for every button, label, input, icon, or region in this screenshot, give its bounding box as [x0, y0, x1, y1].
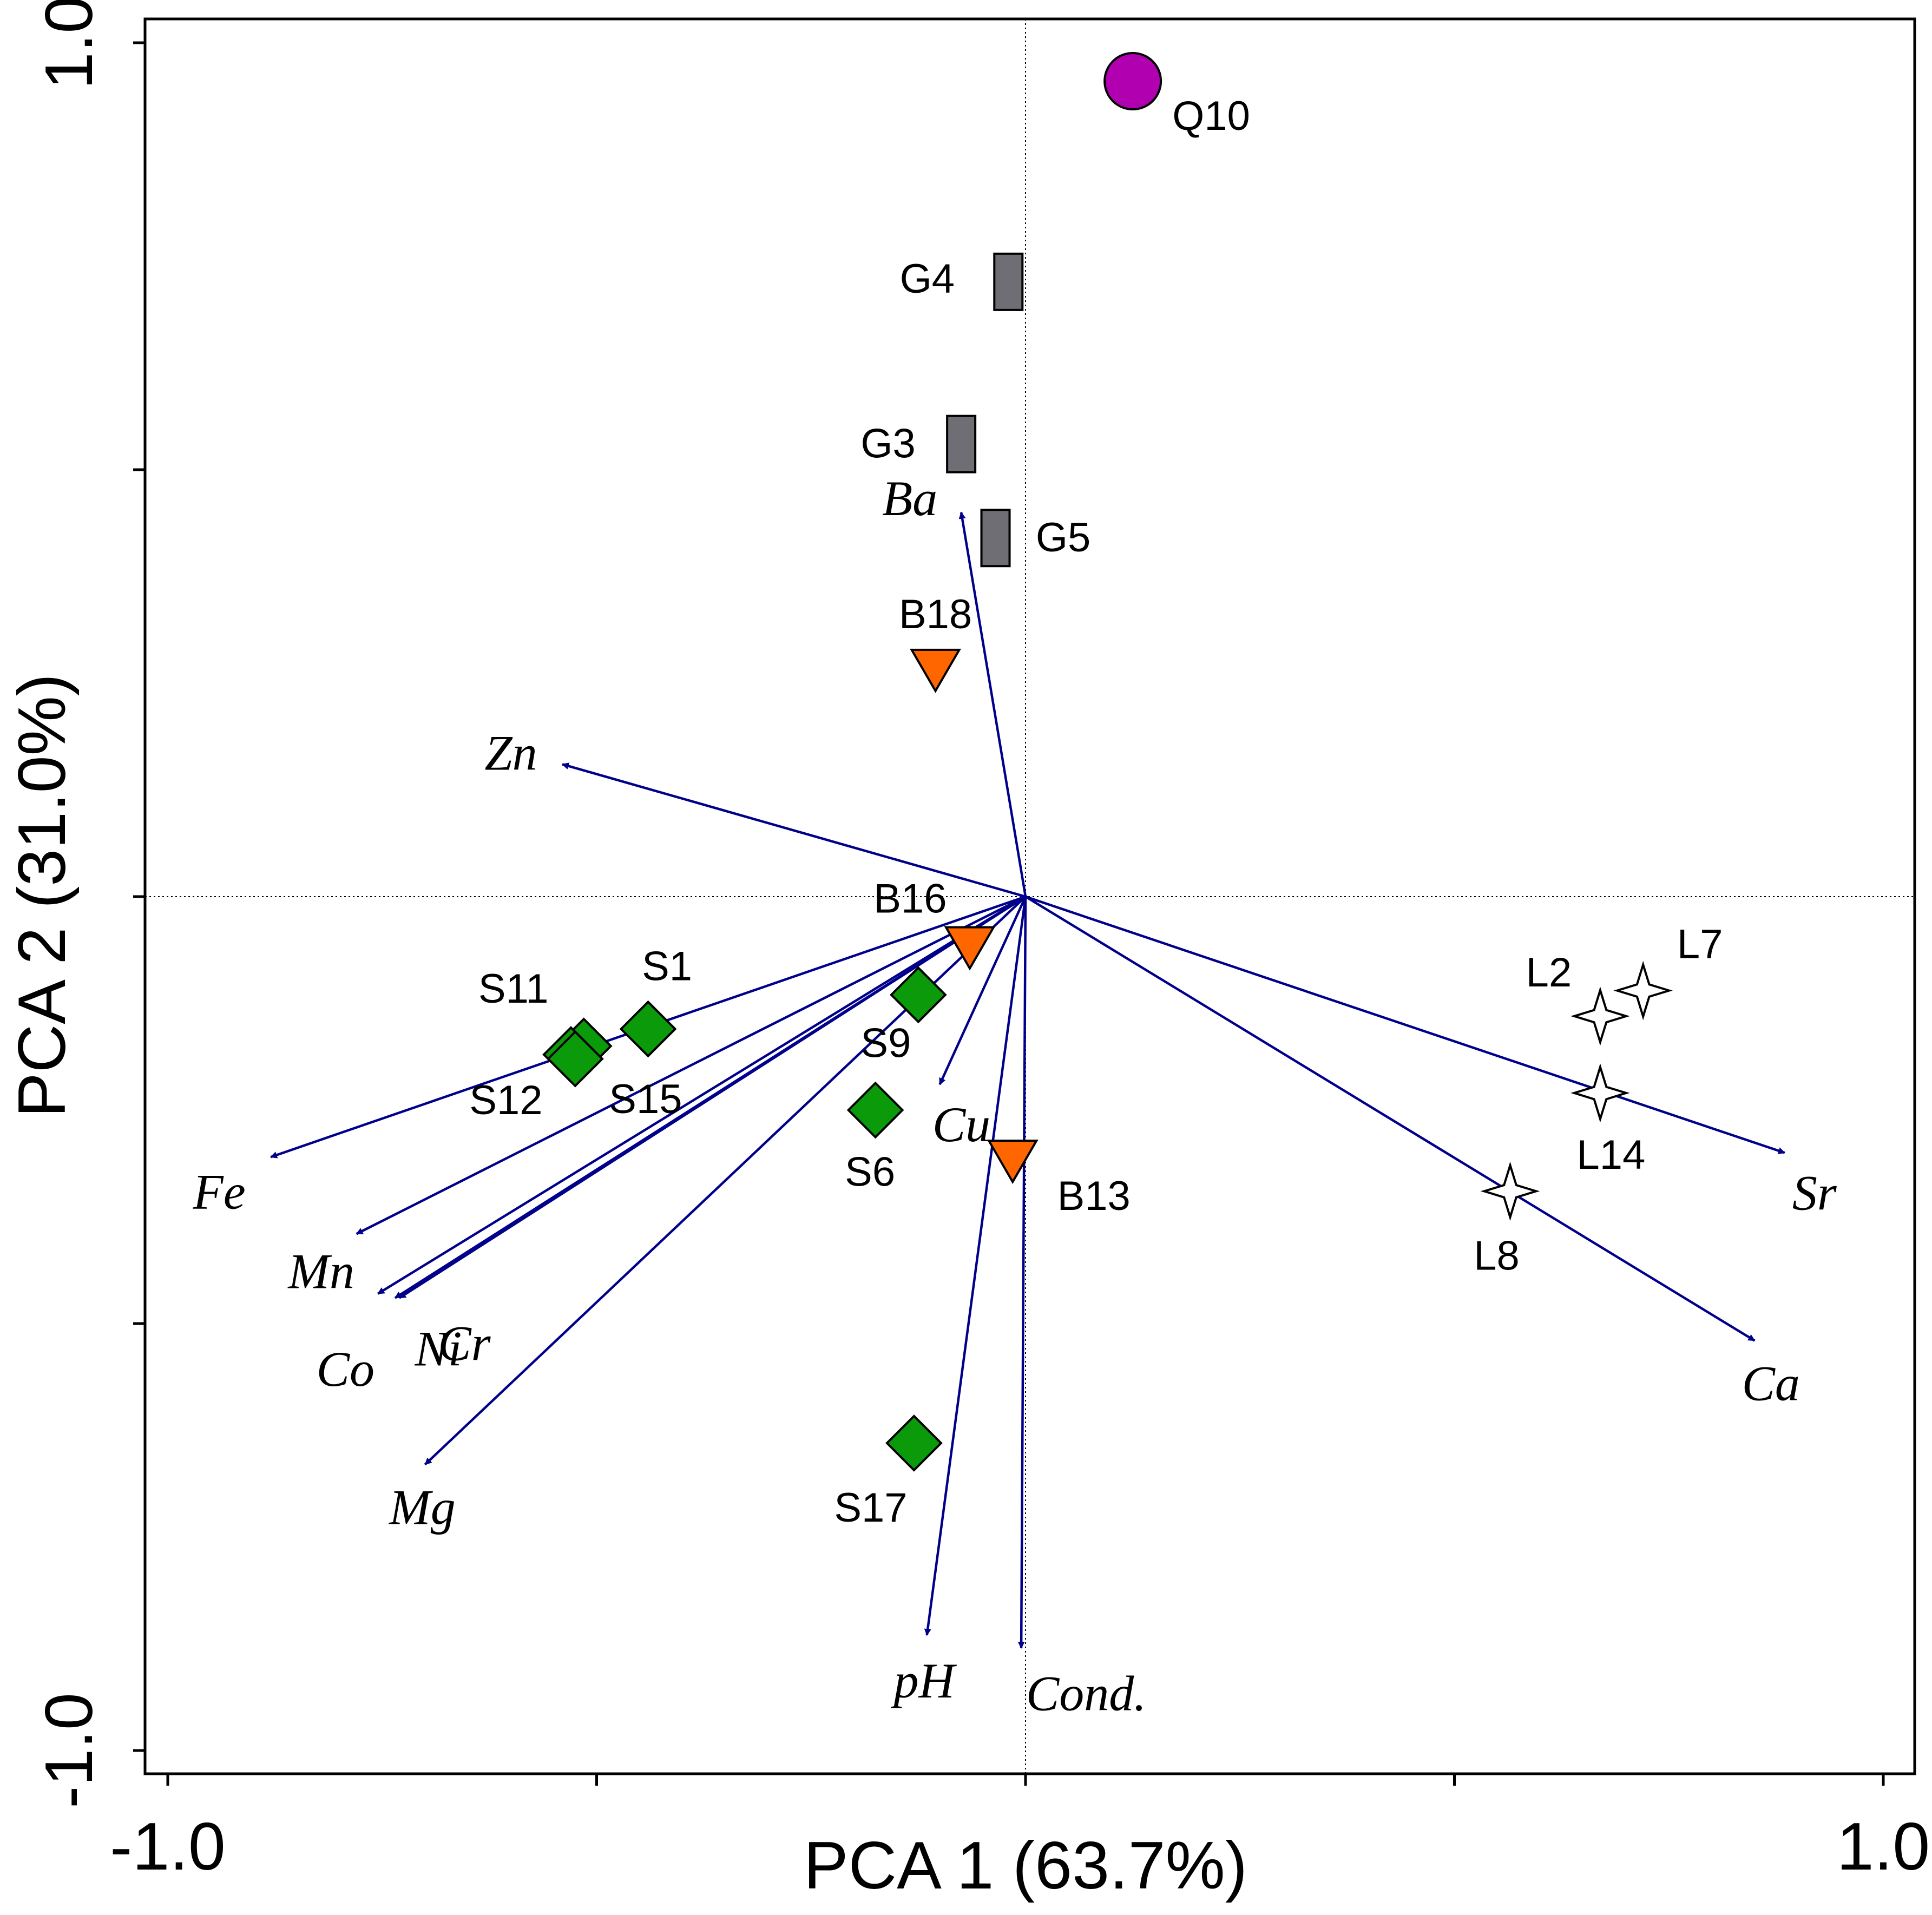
vector-label-cond: Cond. [1026, 1666, 1146, 1721]
vector-zn [561, 762, 1026, 898]
vector-sr [1025, 895, 1785, 1154]
point-s9 [890, 966, 947, 1024]
point-label-q10: Q10 [1172, 93, 1250, 139]
point-b18 [910, 648, 962, 693]
vector-label-mg: Mg [388, 1479, 456, 1535]
point-label-l2: L2 [1526, 950, 1572, 996]
x-tick-label: 1.0 [1837, 1809, 1930, 1884]
point-label-s17: S17 [834, 1485, 907, 1531]
point-label-s1: S1 [642, 944, 692, 990]
point-s17 [885, 1414, 943, 1472]
zero-reference-lines [145, 19, 1915, 1774]
point-q10 [1103, 52, 1162, 111]
vector-label-ca: Ca [1742, 1356, 1800, 1411]
vector-label-sr: Sr [1792, 1165, 1837, 1220]
point-label-s15: S15 [609, 1076, 682, 1122]
vector-label-mn: Mn [287, 1243, 354, 1299]
point-label-b16: B16 [873, 876, 947, 922]
vector-label-ba: Ba [882, 471, 937, 526]
vector-label-ni: Ni [415, 1321, 462, 1377]
point-b16 [944, 926, 996, 971]
vector-cu [938, 896, 1027, 1085]
point-s6 [846, 1081, 904, 1139]
point-l2 [1570, 986, 1630, 1046]
point-label-g4: G4 [900, 256, 955, 302]
vector-mn [356, 895, 1027, 1235]
x-axis-title: PCA 1 (63.7%) [804, 1828, 1247, 1903]
point-g3 [946, 414, 977, 473]
vector-label-cu: Cu [932, 1097, 990, 1152]
vector-ni [394, 896, 1027, 1299]
y-tick-label: 1.0 [32, 0, 107, 89]
point-label-b13: B13 [1057, 1173, 1131, 1219]
point-b13 [987, 1140, 1039, 1184]
vector-ph [924, 896, 1027, 1636]
vector-label-cr: Cr [438, 1316, 491, 1371]
point-label-s6: S6 [845, 1149, 895, 1195]
point-label-b18: B18 [899, 591, 972, 637]
vector-cond [1017, 896, 1027, 1649]
point-label-g5: G5 [1036, 515, 1090, 561]
y-axis-title: PCA 2 (31.0%) [5, 674, 80, 1117]
point-label-l7: L7 [1677, 922, 1723, 968]
vector-ca [1024, 896, 1756, 1342]
x-tick-label: -1.0 [110, 1809, 226, 1884]
point-l7 [1613, 960, 1673, 1021]
point-label-s9: S9 [860, 1020, 911, 1066]
point-label-s12: S12 [469, 1077, 542, 1123]
site-points: S1 S11 S12 S15 S9 S6 S17 B18 B16 B13 G4 G3 G5 Q10 L2 L7… [469, 52, 1723, 1531]
vector-label-co: Co [317, 1341, 374, 1397]
point-label-l14: L14 [1577, 1132, 1646, 1178]
point-g5 [980, 509, 1011, 568]
vector-label-zn: Zn [485, 725, 537, 780]
point-l8 [1480, 1161, 1540, 1221]
vector-co [377, 896, 1027, 1295]
point-label-s11: S11 [478, 966, 549, 1012]
vector-label-fe: Fe [193, 1164, 246, 1219]
point-label-g3: G3 [860, 421, 915, 467]
vector-label-ph: pH [890, 1653, 957, 1708]
vector-ba [958, 511, 1027, 897]
point-g4 [993, 252, 1024, 311]
y-tick-label: -1.0 [32, 1693, 107, 1808]
point-s1 [619, 1000, 677, 1058]
point-l14 [1570, 1063, 1630, 1123]
axis-ticks: -1.0 1.0 -1.0 1.0 [32, 0, 1930, 1884]
point-label-l8: L8 [1474, 1233, 1520, 1279]
point-s15 [547, 1030, 604, 1088]
